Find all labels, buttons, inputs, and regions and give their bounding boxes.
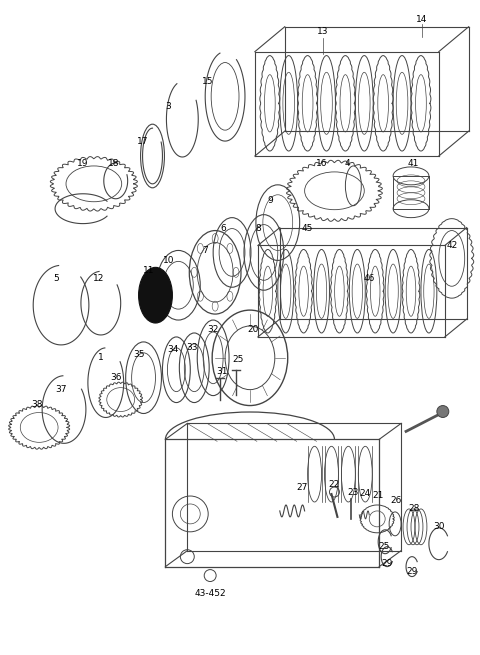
Text: 17: 17 xyxy=(137,137,148,145)
Text: 33: 33 xyxy=(187,343,198,352)
Text: 37: 37 xyxy=(55,385,67,394)
Text: 28: 28 xyxy=(408,504,420,514)
Text: 16: 16 xyxy=(316,159,327,168)
Text: 46: 46 xyxy=(363,274,375,283)
Text: 1: 1 xyxy=(98,353,104,362)
Text: 35: 35 xyxy=(133,350,144,360)
Text: 41: 41 xyxy=(408,159,419,168)
Text: 26: 26 xyxy=(390,496,402,506)
Text: 32: 32 xyxy=(207,326,219,335)
Text: 30: 30 xyxy=(433,522,444,531)
Text: 36: 36 xyxy=(110,373,121,383)
Text: 10: 10 xyxy=(163,256,174,265)
Text: 21: 21 xyxy=(372,491,384,500)
Text: 34: 34 xyxy=(168,345,179,354)
Text: 14: 14 xyxy=(416,15,428,24)
Text: 13: 13 xyxy=(317,28,328,36)
Text: 31: 31 xyxy=(216,367,228,376)
Text: 19: 19 xyxy=(77,159,89,168)
Text: 7: 7 xyxy=(203,246,208,255)
Text: 5: 5 xyxy=(53,274,59,283)
Text: 15: 15 xyxy=(203,77,214,86)
Ellipse shape xyxy=(139,267,172,323)
Text: 24: 24 xyxy=(360,489,371,498)
Text: 4: 4 xyxy=(345,159,350,168)
Text: 6: 6 xyxy=(220,224,226,233)
Text: 43-452: 43-452 xyxy=(194,589,226,598)
Text: 42: 42 xyxy=(446,241,457,250)
Text: 29: 29 xyxy=(406,567,418,576)
Text: 38: 38 xyxy=(31,400,43,409)
Ellipse shape xyxy=(437,405,449,417)
Text: 18: 18 xyxy=(108,159,120,168)
Text: 8: 8 xyxy=(255,224,261,233)
Text: 22: 22 xyxy=(329,479,340,489)
Text: 45: 45 xyxy=(302,224,313,233)
Text: 9: 9 xyxy=(267,196,273,205)
Text: 12: 12 xyxy=(93,274,105,283)
Text: 25: 25 xyxy=(232,355,244,364)
Text: 27: 27 xyxy=(296,483,307,491)
Text: 23: 23 xyxy=(348,487,359,496)
Text: 29: 29 xyxy=(382,559,393,568)
Text: 11: 11 xyxy=(143,266,154,275)
Text: 20: 20 xyxy=(247,326,259,335)
Text: 25: 25 xyxy=(378,542,390,552)
Text: 3: 3 xyxy=(166,102,171,111)
